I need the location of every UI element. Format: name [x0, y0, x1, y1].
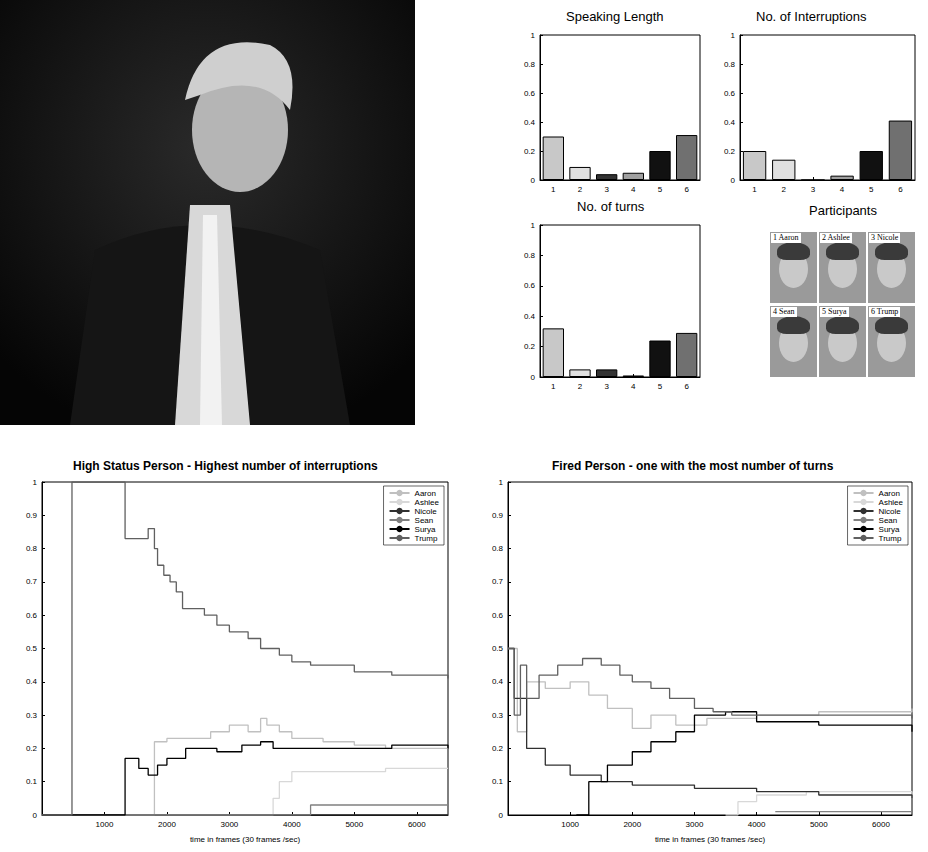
svg-text:0.8: 0.8: [492, 544, 504, 553]
svg-text:0.8: 0.8: [724, 60, 736, 69]
html-text:2 Ashlee: 2 Ashlee: [822, 233, 850, 242]
svg-text:0.5: 0.5: [26, 644, 38, 653]
svg-text:0.6: 0.6: [524, 89, 536, 98]
svg-text:4000: 4000: [748, 820, 766, 829]
svg-text:0.4: 0.4: [524, 118, 536, 127]
svg-text:1000: 1000: [561, 820, 579, 829]
svg-text:0.6: 0.6: [724, 89, 736, 98]
svg-text:4: 4: [631, 185, 636, 194]
svg-text:Surya: Surya: [415, 525, 436, 534]
svg-text:1: 1: [499, 478, 504, 487]
svg-text:0.2: 0.2: [492, 744, 504, 753]
svg-text:No. of turns: No. of turns: [577, 199, 645, 214]
svg-text:1: 1: [551, 382, 556, 391]
svg-text:0.7: 0.7: [26, 577, 38, 586]
svg-text:5: 5: [658, 185, 663, 194]
svg-text:High Status Person - Highest n: High Status Person - Highest number of i…: [73, 459, 378, 473]
svg-text:5: 5: [869, 185, 874, 194]
svg-text:4000: 4000: [283, 820, 301, 829]
svg-text:0.9: 0.9: [26, 511, 38, 520]
svg-text:1: 1: [551, 185, 556, 194]
svg-text:2000: 2000: [158, 820, 176, 829]
svg-text:2: 2: [578, 382, 583, 391]
svg-text:0.2: 0.2: [524, 147, 536, 156]
svg-text:2: 2: [782, 185, 787, 194]
svg-text:Trump: Trump: [879, 534, 902, 543]
svg-text:0.8: 0.8: [524, 60, 536, 69]
html-text:3 Nicole: 3 Nicole: [871, 233, 899, 242]
svg-text:5000: 5000: [345, 820, 363, 829]
svg-text:0: 0: [33, 811, 38, 820]
svg-text:3000: 3000: [686, 820, 704, 829]
svg-text:3: 3: [604, 185, 609, 194]
svg-text:6: 6: [898, 185, 903, 194]
svg-text:No. of Interruptions: No. of Interruptions: [756, 9, 867, 24]
svg-text:Speaking Length: Speaking Length: [566, 9, 664, 24]
html-text:1 Aaron: 1 Aaron: [773, 233, 799, 242]
html-text:5 Surya: 5 Surya: [822, 307, 847, 316]
svg-text:0.4: 0.4: [524, 312, 536, 321]
svg-text:6: 6: [684, 185, 689, 194]
svg-text:0.4: 0.4: [492, 677, 504, 686]
svg-text:Aaron: Aaron: [415, 489, 436, 498]
svg-text:0.4: 0.4: [724, 118, 736, 127]
svg-text:1000: 1000: [96, 820, 114, 829]
svg-text:0.9: 0.9: [492, 511, 504, 520]
svg-text:Aaron: Aaron: [879, 489, 900, 498]
svg-text:2: 2: [578, 185, 583, 194]
svg-text:Ashlee: Ashlee: [879, 498, 904, 507]
svg-text:4: 4: [840, 185, 845, 194]
svg-text:0.1: 0.1: [492, 777, 504, 786]
svg-text:Fired Person - one with the mo: Fired Person - one with the most number …: [552, 459, 834, 473]
html-text:Participants: Participants: [809, 203, 877, 218]
svg-text:0.6: 0.6: [26, 611, 38, 620]
svg-text:2000: 2000: [623, 820, 641, 829]
svg-text:0.8: 0.8: [524, 251, 536, 260]
svg-text:0.3: 0.3: [26, 711, 38, 720]
svg-text:5000: 5000: [810, 820, 828, 829]
svg-text:0.6: 0.6: [524, 281, 536, 290]
html-text:6 Trump: 6 Trump: [871, 307, 899, 316]
svg-text:time in frames (30 frames /sec: time in frames (30 frames /sec): [190, 835, 301, 844]
svg-text:1: 1: [752, 185, 757, 194]
html-text:4 Sean: 4 Sean: [773, 307, 795, 316]
svg-text:0.4: 0.4: [26, 677, 38, 686]
svg-text:0.2: 0.2: [26, 744, 38, 753]
svg-text:Nicole: Nicole: [879, 507, 902, 516]
svg-text:1: 1: [33, 478, 38, 487]
svg-text:Sean: Sean: [879, 516, 898, 525]
svg-text:6000: 6000: [408, 820, 426, 829]
svg-text:0.1: 0.1: [26, 777, 38, 786]
svg-text:6: 6: [684, 382, 689, 391]
svg-text:Surya: Surya: [879, 525, 900, 534]
svg-text:Trump: Trump: [415, 534, 438, 543]
svg-text:0.3: 0.3: [492, 711, 504, 720]
svg-text:1: 1: [731, 31, 736, 40]
svg-text:4: 4: [631, 382, 636, 391]
svg-text:0.5: 0.5: [492, 644, 504, 653]
svg-text:0: 0: [531, 176, 536, 185]
svg-text:6000: 6000: [872, 820, 890, 829]
svg-text:0.2: 0.2: [724, 147, 736, 156]
svg-text:0: 0: [731, 176, 736, 185]
svg-text:0.7: 0.7: [492, 577, 504, 586]
svg-text:1: 1: [531, 221, 536, 230]
svg-text:Nicole: Nicole: [415, 507, 438, 516]
svg-text:0.6: 0.6: [492, 611, 504, 620]
svg-text:Sean: Sean: [415, 516, 434, 525]
svg-text:3: 3: [604, 382, 609, 391]
svg-text:5: 5: [658, 382, 663, 391]
svg-text:0: 0: [531, 373, 536, 382]
svg-text:Ashlee: Ashlee: [415, 498, 440, 507]
svg-text:time in frames (30 frames /sec: time in frames (30 frames /sec): [655, 835, 766, 844]
svg-text:1: 1: [531, 31, 536, 40]
svg-text:0: 0: [499, 811, 504, 820]
svg-text:3: 3: [811, 185, 816, 194]
svg-text:3000: 3000: [220, 820, 238, 829]
svg-text:0.2: 0.2: [524, 342, 536, 351]
svg-text:0.8: 0.8: [26, 544, 38, 553]
